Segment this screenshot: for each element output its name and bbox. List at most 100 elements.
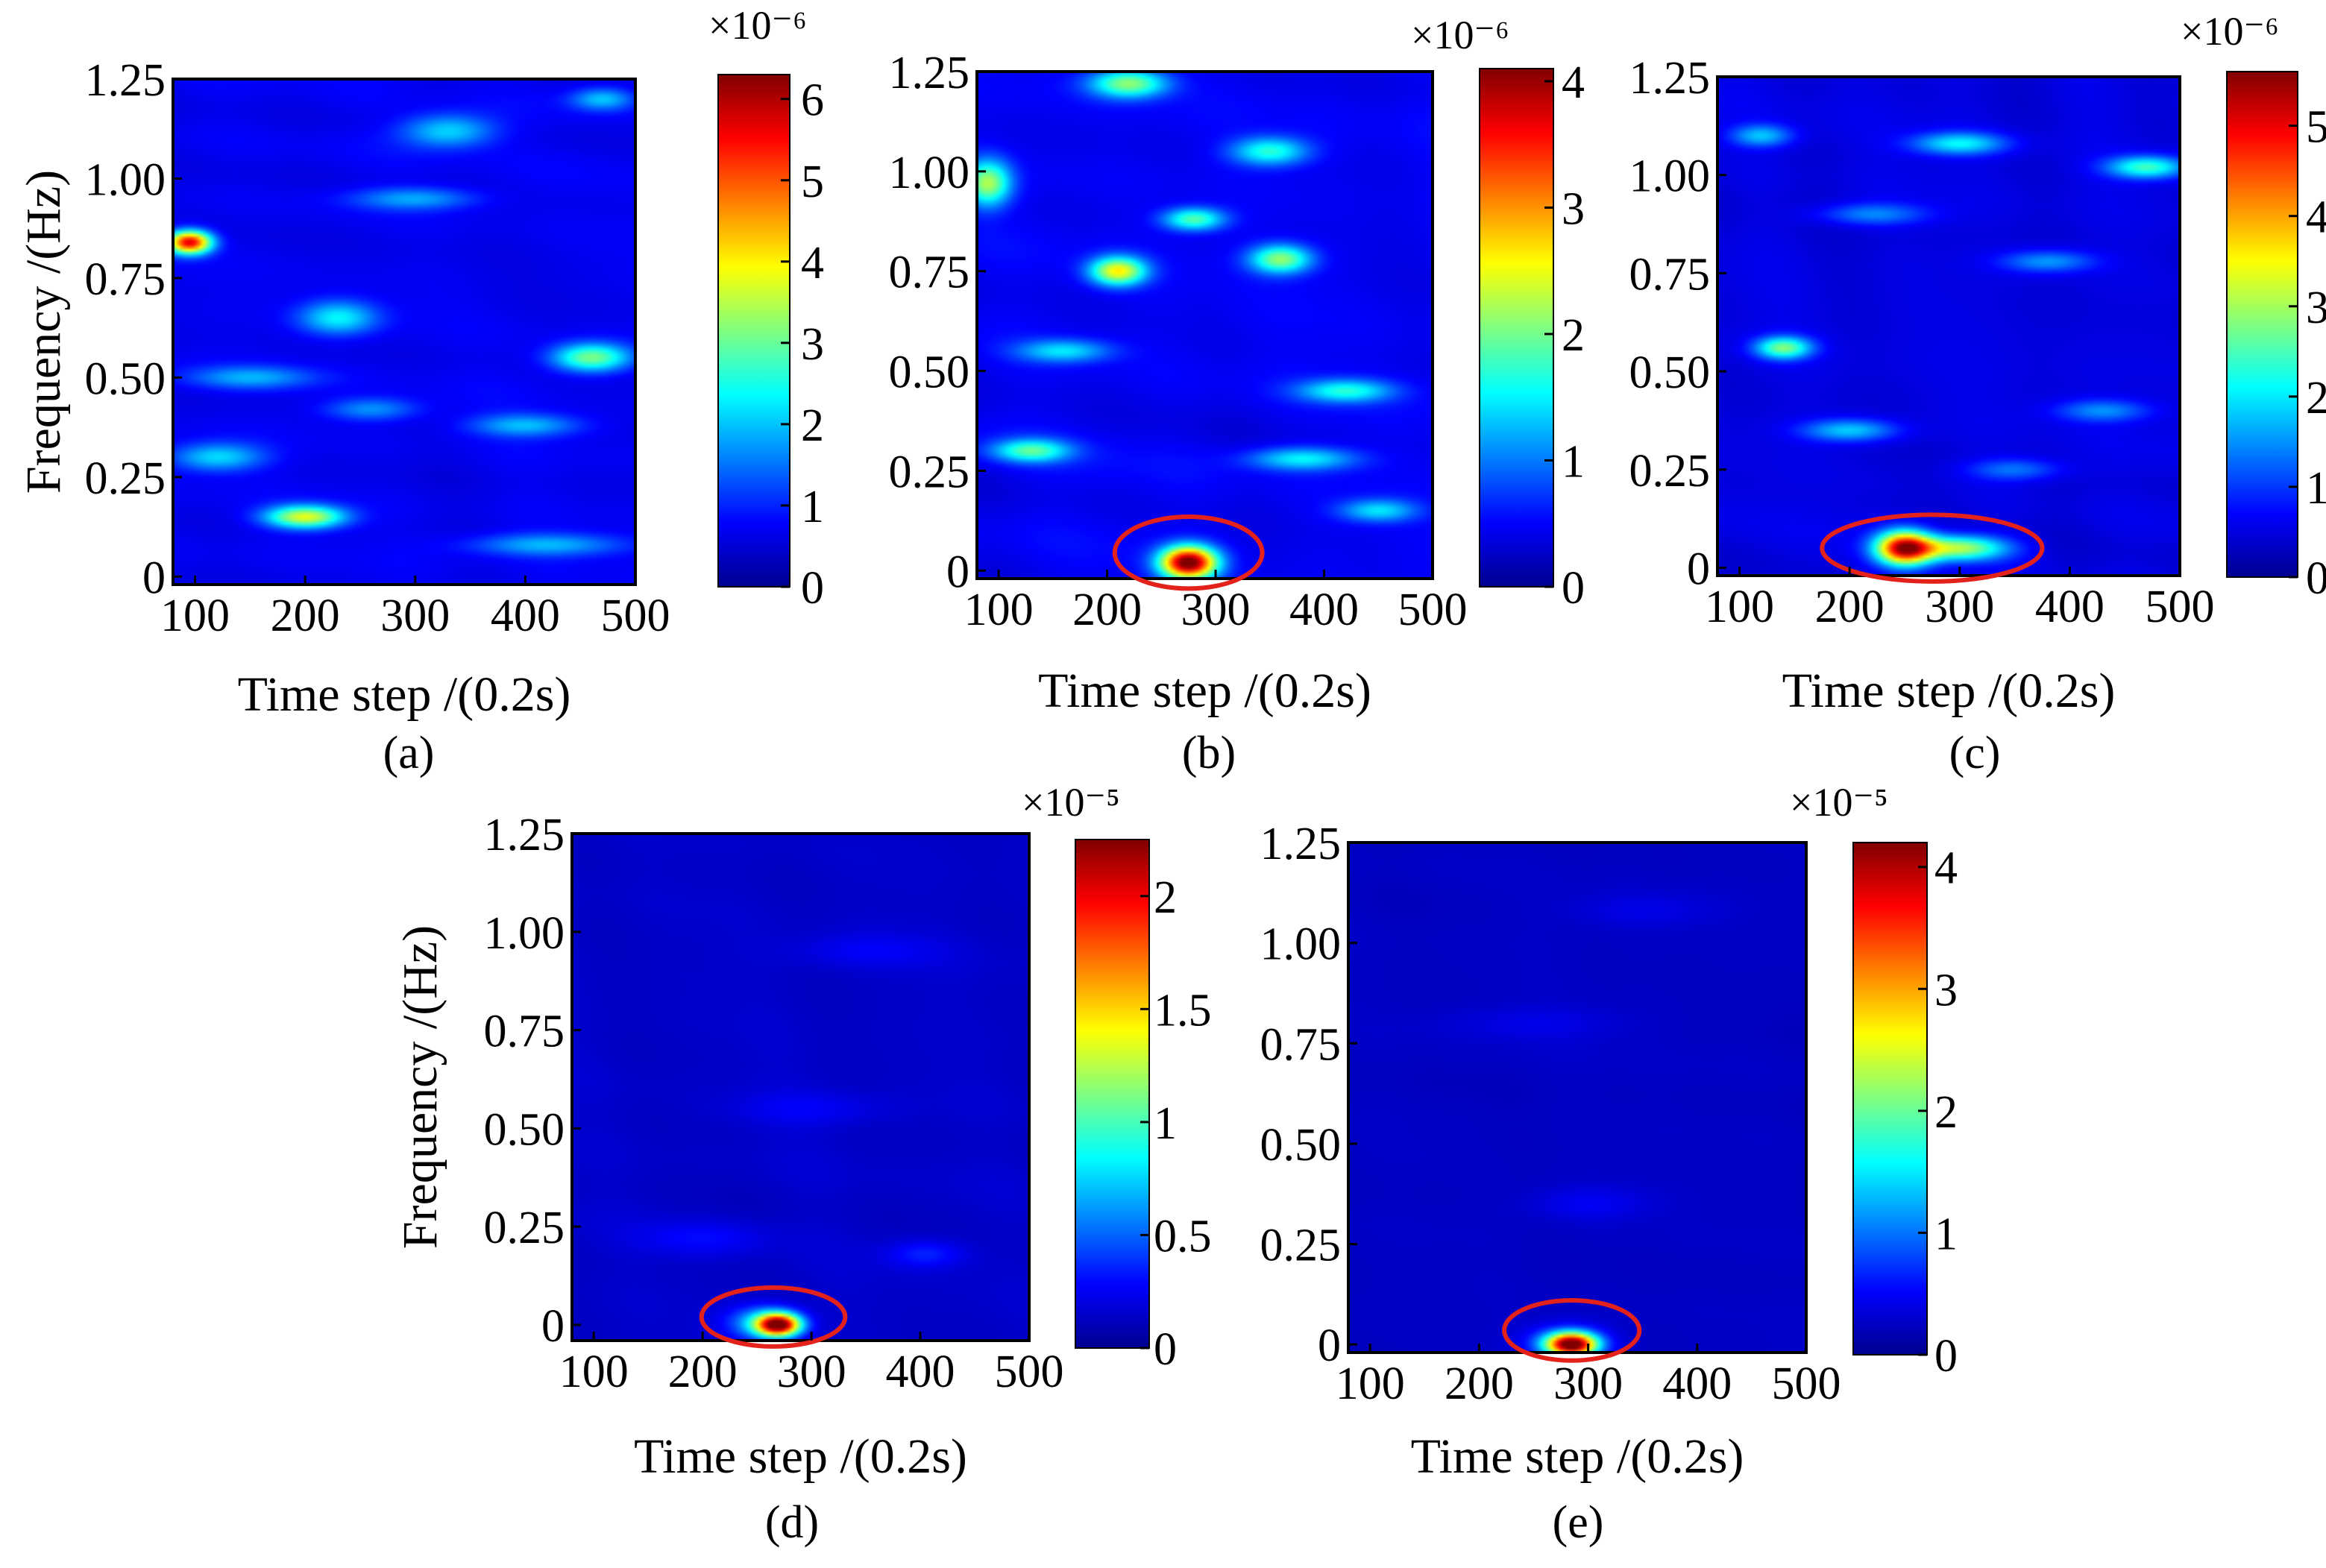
y-tick-label: 1.00 xyxy=(85,154,166,205)
colorbar-tick-label: 5 xyxy=(2306,102,2326,153)
colorbar-tick-label: 3 xyxy=(2306,283,2326,333)
y-tick-label: 1.25 xyxy=(484,810,565,860)
panel-c: 100 200 300 400 500 0 0.25 0.50 0.75 1.00 1.25 Time… xyxy=(1629,9,2326,778)
colorbar-exponent-label: ×10⁻⁵ xyxy=(1790,780,1888,825)
plot-frame-c xyxy=(1716,75,2181,577)
colorbar-exponent-label: ×10⁻⁶ xyxy=(708,3,807,48)
x-tick-label: 100 xyxy=(964,585,1034,635)
colorbar-b: 0 1 2 3 4 ×10⁻⁶ xyxy=(1411,13,1585,614)
x-tick-label: 200 xyxy=(1815,582,1885,632)
y-tick-label: 0 xyxy=(142,552,166,603)
y-tick-label: 1.00 xyxy=(889,148,970,198)
colorbar-tick-label: 2 xyxy=(1562,310,1585,361)
y-axis-label: Frequency /(Hz) xyxy=(393,925,447,1249)
y-tick-label: 1.00 xyxy=(1260,919,1342,970)
x-tick-label: 100 xyxy=(1705,582,1774,632)
x-tick-label: 400 xyxy=(491,591,560,641)
colorbar-tick-label: 2 xyxy=(2306,373,2326,424)
y-tick-label: 0.25 xyxy=(1629,446,1711,497)
x-tick-label: 300 xyxy=(1181,585,1251,635)
colorbar-tick-label: 5 xyxy=(801,157,824,207)
colorbar-tick-label: 1 xyxy=(2306,463,2326,514)
x-tick-label: 500 xyxy=(1772,1358,1841,1409)
colorbar-tick-label: 4 xyxy=(1562,57,1585,108)
y-tick-label: 0 xyxy=(1318,1320,1341,1371)
y-tick-label: 0.50 xyxy=(1629,347,1711,398)
x-tick-label: 100 xyxy=(160,591,230,641)
colorbar-tick-label: 3 xyxy=(1934,965,1958,1016)
x-tick-label: 100 xyxy=(1336,1358,1405,1409)
panel-caption: (c) xyxy=(1949,728,2001,778)
colorbar-gradient xyxy=(1479,68,1554,588)
x-tick-label: 400 xyxy=(1289,585,1359,635)
heatmap-image-d xyxy=(572,834,1029,1341)
y-tick-label: 0.25 xyxy=(889,447,970,497)
y-tick-label: 0.50 xyxy=(889,347,970,398)
plot-frame-d xyxy=(571,832,1031,1342)
colorbar-tick-label: 0 xyxy=(1934,1331,1958,1382)
y-tick-label: 1.25 xyxy=(1629,53,1711,104)
y-tick-label: 1.25 xyxy=(889,48,970,98)
y-tick-label: 0 xyxy=(946,547,969,597)
x-tick-label: 300 xyxy=(380,591,450,641)
colorbar-a: 0 1 2 3 4 5 6 ×10⁻⁶ xyxy=(708,3,824,614)
plot-frame-a xyxy=(172,78,637,586)
colorbar-tick-label: 4 xyxy=(2306,192,2326,243)
y-tick-label: 0.75 xyxy=(484,1007,565,1057)
panel-caption: (b) xyxy=(1182,728,1236,778)
x-axis-label: Time step /(0.2s) xyxy=(1038,664,1371,718)
y-tick-label: 0.25 xyxy=(85,453,166,504)
y-tick-label: 0 xyxy=(541,1301,565,1352)
colorbar-gradient xyxy=(717,74,790,588)
y-tick-label: 0.75 xyxy=(1260,1019,1342,1070)
x-tick-label: 200 xyxy=(1445,1358,1514,1409)
y-tick-label: 1.00 xyxy=(1629,151,1711,202)
colorbar-c: 0 1 2 3 4 5 ×10⁻⁶ xyxy=(2181,9,2326,604)
x-axis-label: Time step /(0.2s) xyxy=(238,667,571,722)
x-tick-label: 200 xyxy=(271,591,340,641)
x-tick-label: 200 xyxy=(668,1347,738,1397)
colorbar-tick-label: 0.5 xyxy=(1154,1211,1212,1262)
panel-caption: (e) xyxy=(1553,1497,1604,1548)
y-tick-label: 1.25 xyxy=(85,55,166,106)
highlight-ellipse-d xyxy=(699,1285,848,1349)
colorbar-gradient xyxy=(1852,842,1928,1356)
panel-e: 100 200 300 400 500 0 0.25 0.50 0.75 1.00 1.25 Time… xyxy=(1260,780,1958,1548)
colorbar-d: 0 0.5 1 1.5 2 ×10⁻⁵ xyxy=(1022,780,1212,1375)
x-tick-label: 400 xyxy=(1662,1358,1732,1409)
colorbar-tick-label: 1 xyxy=(1934,1209,1958,1259)
heatmap-image-a xyxy=(173,79,635,585)
colorbar-gradient xyxy=(2226,71,2298,578)
y-tick-label: 0.50 xyxy=(85,353,166,404)
panel-a: 100 200 300 400 500 0 0.25 0.50 0.75 1.00 1.25 Time… xyxy=(16,3,824,778)
colorbar-tick-label: 0 xyxy=(2306,553,2326,604)
x-tick-label: 400 xyxy=(886,1347,955,1397)
colorbar-tick-label: 2 xyxy=(801,400,824,451)
colorbar-tick-label: 6 xyxy=(801,75,824,126)
colorbar-tick-label: 0 xyxy=(1154,1324,1177,1375)
colorbar-tick-label: 1 xyxy=(1154,1098,1177,1149)
y-tick-label: 1.00 xyxy=(484,908,565,959)
colorbar-tick-label: 3 xyxy=(1562,183,1585,234)
y-tick-label: 0.50 xyxy=(484,1104,565,1155)
highlight-ellipse-e xyxy=(1502,1297,1642,1363)
colorbar-tick-label: 4 xyxy=(801,238,824,289)
colorbar-e: 0 1 2 3 4 ×10⁻⁵ xyxy=(1790,780,1958,1382)
x-tick-label: 200 xyxy=(1072,585,1142,635)
heatmap-image-e xyxy=(1348,843,1806,1353)
colorbar-exponent-label: ×10⁻⁶ xyxy=(1411,13,1509,57)
panel-caption: (a) xyxy=(383,728,435,778)
plot-frame-e xyxy=(1347,841,1808,1354)
x-tick-label: 300 xyxy=(777,1347,846,1397)
heatmap-image-b xyxy=(977,72,1433,579)
x-tick-label: 500 xyxy=(1398,585,1468,635)
x-axis-label: Time step /(0.2s) xyxy=(1782,664,2116,718)
x-tick-label: 400 xyxy=(2035,582,2105,632)
y-tick-label: 0.75 xyxy=(889,248,970,298)
x-tick-label: 300 xyxy=(1925,582,1994,632)
heatmap-image-c xyxy=(1717,77,2180,576)
colorbar-exponent-label: ×10⁻⁶ xyxy=(2181,9,2279,54)
colorbar-tick-label: 3 xyxy=(801,319,824,370)
colorbar-tick-label: 1 xyxy=(801,482,824,532)
